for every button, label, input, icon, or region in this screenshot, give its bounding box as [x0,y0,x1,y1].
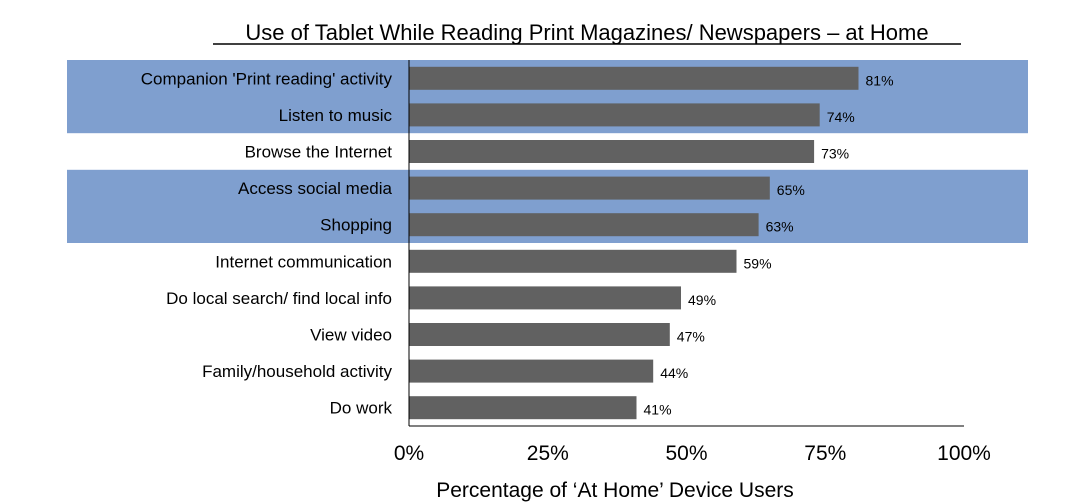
value-label: 59% [744,255,772,271]
category-labels: Companion 'Print reading' activity Listen… [141,69,393,417]
category-label: Companion 'Print reading' activity [141,69,393,88]
value-label: 65% [777,182,805,198]
bar [409,66,859,90]
value-label: 81% [866,72,894,88]
category-label: Listen to music [279,106,393,125]
x-tick-label: 50% [665,442,707,465]
bar [409,176,770,200]
bar [409,140,815,163]
value-label: 47% [677,329,705,345]
category-label: View video [310,326,392,345]
value-label: 73% [821,146,849,162]
category-label: Shopping [320,216,392,235]
value-labels: 81% 74% 73% 65% 63% 59% 49% 47% 44% 41% [644,72,894,417]
chart-title: Use of Tablet While Reading Print Magazi… [245,20,928,45]
category-label: Browse the Internet [245,143,393,162]
x-tick-label: 0% [394,442,424,465]
x-tick-label: 75% [804,442,846,465]
x-tick-label: 25% [527,442,569,465]
bar [409,396,637,420]
category-label: Do work [330,399,393,418]
bar [409,249,737,273]
bar [409,323,670,346]
bar [409,213,759,237]
category-label: Internet communication [215,252,392,271]
value-label: 74% [827,109,855,125]
bar [409,359,654,383]
x-tick-label: 100% [937,442,991,465]
value-label: 49% [688,292,716,308]
category-label: Access social media [238,179,393,198]
value-label: 41% [644,402,672,418]
bar [409,286,681,310]
x-axis-label: Percentage of ‘At Home’ Device Users [436,479,794,502]
value-label: 44% [660,365,688,381]
category-label: Family/household activity [202,362,392,381]
value-label: 63% [766,219,794,235]
bars [409,66,859,420]
x-tick-labels: 0% 25% 50% 75% 100% [394,442,991,465]
bar [409,103,820,127]
category-label: Do local search/ find local info [166,289,392,308]
